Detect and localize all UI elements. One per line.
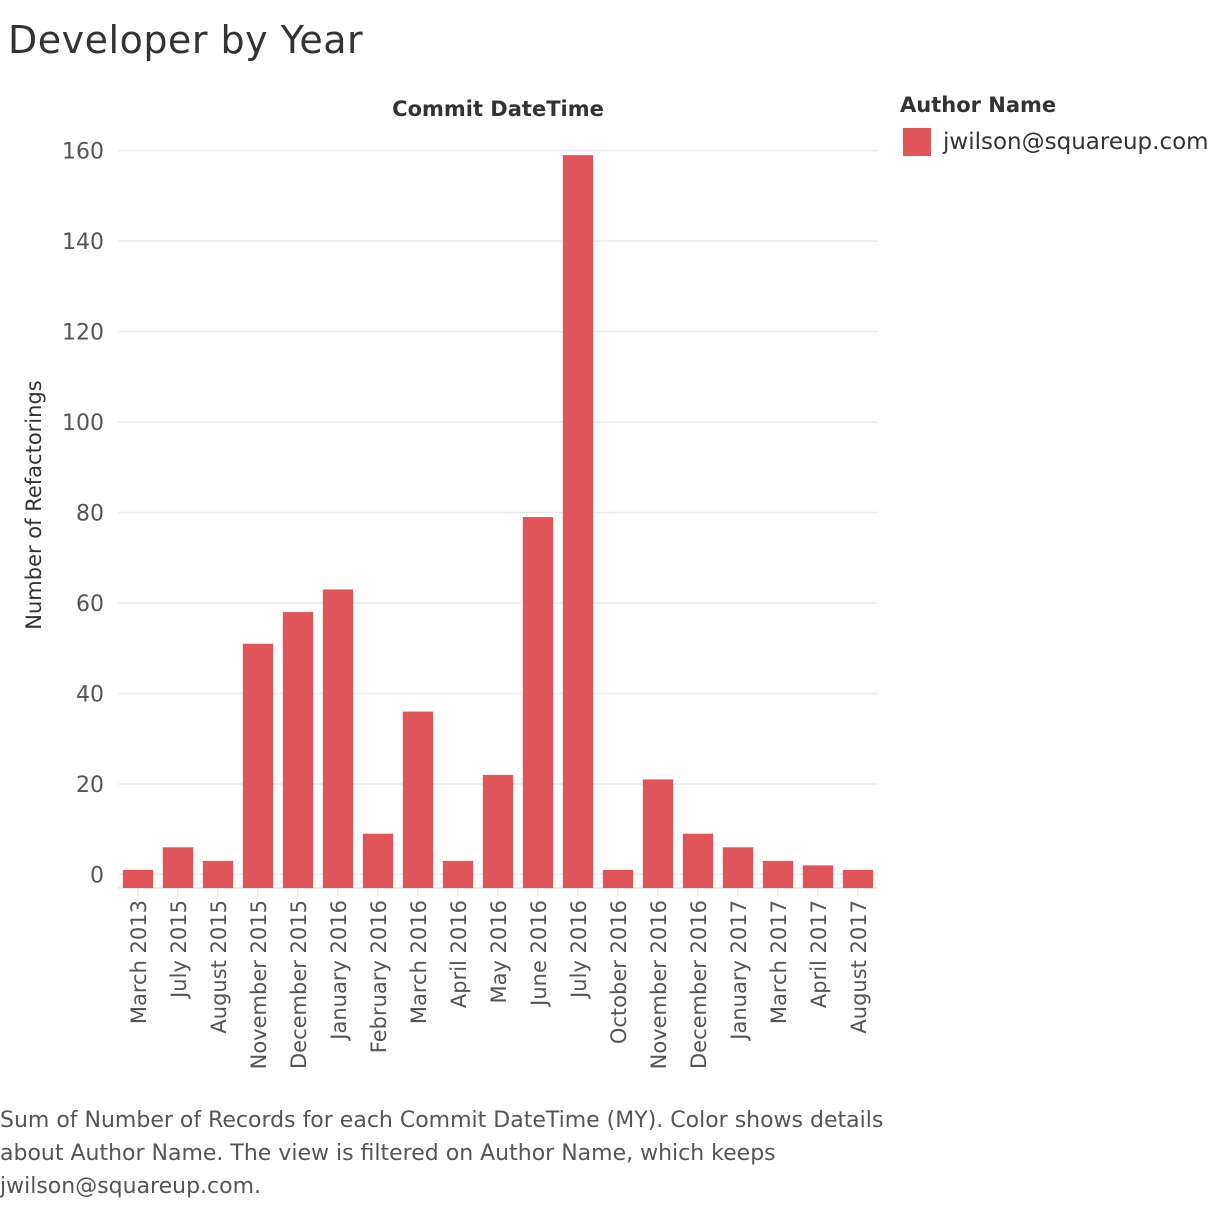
bar[interactable] bbox=[562, 155, 594, 889]
page-title: Developer by Year bbox=[8, 18, 364, 62]
bar[interactable] bbox=[242, 643, 274, 888]
x-tick-label: July 2015 bbox=[167, 900, 191, 1000]
bar[interactable] bbox=[602, 869, 634, 888]
bar[interactable] bbox=[322, 589, 354, 888]
x-tick-label: March 2013 bbox=[127, 900, 151, 1024]
x-tick-label: February 2016 bbox=[367, 900, 391, 1053]
bar[interactable] bbox=[442, 860, 474, 888]
x-axis-title: Commit DateTime bbox=[392, 97, 604, 121]
x-tick-label: November 2016 bbox=[647, 900, 671, 1069]
y-tick-label: 0 bbox=[90, 863, 104, 888]
bars bbox=[122, 155, 874, 889]
bar[interactable] bbox=[122, 869, 154, 888]
bar[interactable] bbox=[642, 779, 674, 888]
bar[interactable] bbox=[802, 865, 834, 888]
x-tick-label: March 2017 bbox=[767, 900, 791, 1024]
bar[interactable] bbox=[762, 860, 794, 888]
bar-chart: Commit DateTime Number of Refactorings 0… bbox=[22, 97, 878, 1069]
y-tick-label: 60 bbox=[76, 592, 104, 617]
x-tick-label: November 2015 bbox=[247, 900, 271, 1069]
y-tick-label: 40 bbox=[76, 682, 104, 707]
x-axis-ticks: March 2013 July 2015 August 2015 November 2… bbox=[127, 888, 871, 1069]
bar[interactable] bbox=[722, 847, 754, 888]
bar[interactable] bbox=[842, 869, 874, 888]
x-tick-label: May 2016 bbox=[487, 900, 511, 1004]
y-tick-label: 80 bbox=[76, 502, 104, 527]
y-tick-label: 20 bbox=[76, 773, 104, 798]
y-axis-title: Number of Refactorings bbox=[22, 380, 46, 629]
x-tick-label: October 2016 bbox=[607, 900, 631, 1044]
bar[interactable] bbox=[682, 833, 714, 888]
y-tick-label: 120 bbox=[62, 321, 104, 346]
x-tick-label: January 2016 bbox=[327, 900, 351, 1042]
y-tick-label: 140 bbox=[62, 230, 104, 255]
legend-swatch bbox=[903, 128, 931, 156]
x-tick-label: April 2016 bbox=[447, 900, 471, 1008]
x-tick-label: August 2017 bbox=[847, 900, 871, 1034]
x-tick-label: January 2017 bbox=[727, 900, 751, 1042]
bar[interactable] bbox=[522, 517, 554, 888]
bar[interactable] bbox=[482, 774, 514, 888]
bar[interactable] bbox=[402, 711, 434, 888]
bar[interactable] bbox=[202, 860, 234, 888]
bar[interactable] bbox=[282, 612, 314, 888]
chart-caption: Sum of Number of Records for each Commit… bbox=[0, 1108, 884, 1199]
x-tick-label: August 2015 bbox=[207, 900, 231, 1034]
x-tick-label: March 2016 bbox=[407, 900, 431, 1024]
legend-title: Author Name bbox=[900, 93, 1057, 117]
bar[interactable] bbox=[362, 833, 394, 888]
y-tick-label: 100 bbox=[62, 411, 104, 436]
x-tick-label: June 2016 bbox=[527, 900, 551, 1008]
x-tick-label: December 2015 bbox=[287, 900, 311, 1069]
legend-label: jwilson@squareup.com bbox=[943, 129, 1209, 155]
x-tick-label: July 2016 bbox=[567, 900, 591, 1000]
bar[interactable] bbox=[162, 847, 194, 888]
y-axis-ticks: 0 20 40 60 80 100 120 140 160 bbox=[62, 140, 104, 889]
legend-item[interactable]: jwilson@squareup.com bbox=[903, 128, 1209, 156]
x-tick-label: December 2016 bbox=[687, 900, 711, 1069]
y-tick-label: 160 bbox=[62, 140, 104, 165]
x-tick-label: April 2017 bbox=[807, 900, 831, 1008]
